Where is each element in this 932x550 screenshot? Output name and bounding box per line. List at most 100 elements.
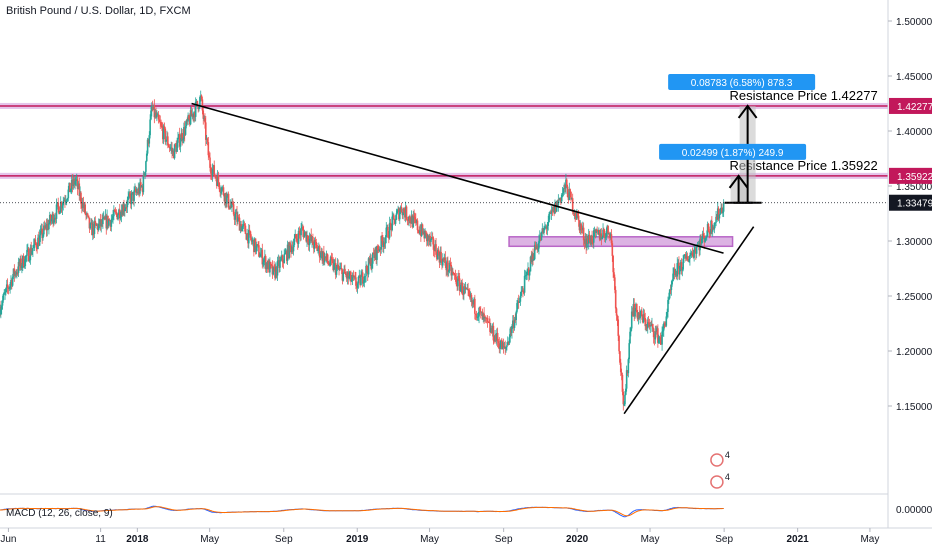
- candle-body: [504, 346, 507, 349]
- candle-body: [692, 255, 695, 258]
- candle-body: [276, 261, 279, 276]
- candle-body: [46, 223, 49, 231]
- candle-body: [657, 328, 659, 343]
- candle-body: [563, 184, 566, 189]
- candle-body: [542, 228, 544, 233]
- candle-body: [471, 300, 474, 303]
- candle-body: [134, 188, 137, 193]
- measure-arrowhead: [737, 104, 758, 119]
- candle-body: [576, 213, 579, 216]
- candle-body: [287, 244, 290, 258]
- candle-body: [521, 290, 523, 292]
- candle-body: [490, 328, 492, 332]
- candle-body: [129, 193, 131, 197]
- candle-body: [268, 260, 270, 273]
- candle-body: [423, 231, 426, 239]
- candle-body: [413, 215, 415, 218]
- candle-body: [2, 294, 5, 301]
- candle-body: [501, 342, 504, 350]
- candle-body: [552, 206, 555, 211]
- candle-body: [271, 265, 274, 275]
- candle-body: [14, 271, 16, 276]
- candle-body: [295, 234, 297, 239]
- y-tick-label: 1.20000: [896, 347, 932, 358]
- candle-body: [565, 179, 567, 189]
- candle-body: [82, 202, 85, 209]
- candle-body: [624, 394, 626, 405]
- candle-body: [409, 221, 412, 224]
- candle-body: [477, 316, 480, 318]
- candle-body: [116, 213, 119, 220]
- candle-body: [522, 290, 524, 293]
- candle-body: [430, 238, 432, 242]
- candle-body: [388, 222, 391, 238]
- candle-body: [40, 228, 43, 232]
- candle-body: [686, 256, 689, 261]
- candle-body: [17, 261, 20, 273]
- candle-body: [511, 325, 513, 333]
- candle-body: [371, 263, 373, 269]
- candle-body: [289, 242, 291, 246]
- candle-body: [140, 186, 143, 188]
- candle-body: [222, 187, 225, 196]
- candle-body: [710, 220, 712, 234]
- candle-body: [582, 227, 584, 230]
- x-tick-label: 2019: [346, 534, 369, 545]
- candle-body: [119, 216, 122, 219]
- candle-body: [314, 239, 317, 242]
- candle-body: [716, 208, 719, 220]
- candle-body: [360, 276, 362, 286]
- candle-body: [445, 265, 447, 271]
- candle-body: [213, 165, 216, 176]
- candle-body: [348, 276, 350, 279]
- candle-body: [374, 247, 377, 258]
- candle-body: [460, 282, 463, 288]
- candle-body: [279, 260, 281, 268]
- candle-body: [398, 208, 400, 220]
- candle-body: [324, 256, 327, 258]
- candle-body: [120, 210, 123, 217]
- candle-body: [262, 262, 264, 265]
- candle-body: [392, 215, 394, 217]
- candle-body: [482, 313, 485, 320]
- candle-body: [168, 147, 171, 149]
- candle-body: [146, 139, 149, 154]
- candle-body: [583, 240, 586, 244]
- candle-body: [23, 265, 26, 268]
- candle-body: [657, 337, 660, 343]
- candle-body: [641, 310, 643, 317]
- candle-body: [16, 272, 19, 274]
- candle-body: [296, 238, 298, 240]
- candle-body: [680, 262, 683, 271]
- candle-body: [231, 202, 234, 205]
- candle-body: [411, 215, 414, 228]
- candle-body: [100, 219, 103, 227]
- candle-body: [180, 133, 183, 142]
- candle-body: [236, 212, 238, 222]
- macd-legend: MACD (12, 26, close, 9): [6, 508, 113, 519]
- candle-body: [245, 233, 248, 240]
- candle-body: [608, 233, 611, 238]
- candle-body: [244, 225, 247, 234]
- candle-body: [75, 179, 77, 181]
- candle-body: [278, 260, 280, 268]
- candle-body: [461, 282, 463, 295]
- candle-body: [231, 202, 233, 208]
- candle-body: [395, 213, 398, 220]
- candle-body: [475, 314, 478, 318]
- candle-body: [233, 214, 236, 220]
- candle-body: [703, 235, 706, 243]
- candle-body: [217, 175, 220, 183]
- candle-body: [260, 249, 263, 254]
- candle-body: [353, 276, 356, 278]
- candle-body: [408, 216, 410, 221]
- resistance-label: Resistance Price 1.42277: [730, 88, 878, 103]
- candle-body: [27, 248, 30, 262]
- candle-body: [363, 276, 366, 283]
- candle-body: [4, 292, 6, 294]
- candle-body: [369, 258, 372, 264]
- candle-body: [497, 341, 500, 344]
- candle-body: [416, 220, 419, 231]
- candle-body: [675, 274, 678, 277]
